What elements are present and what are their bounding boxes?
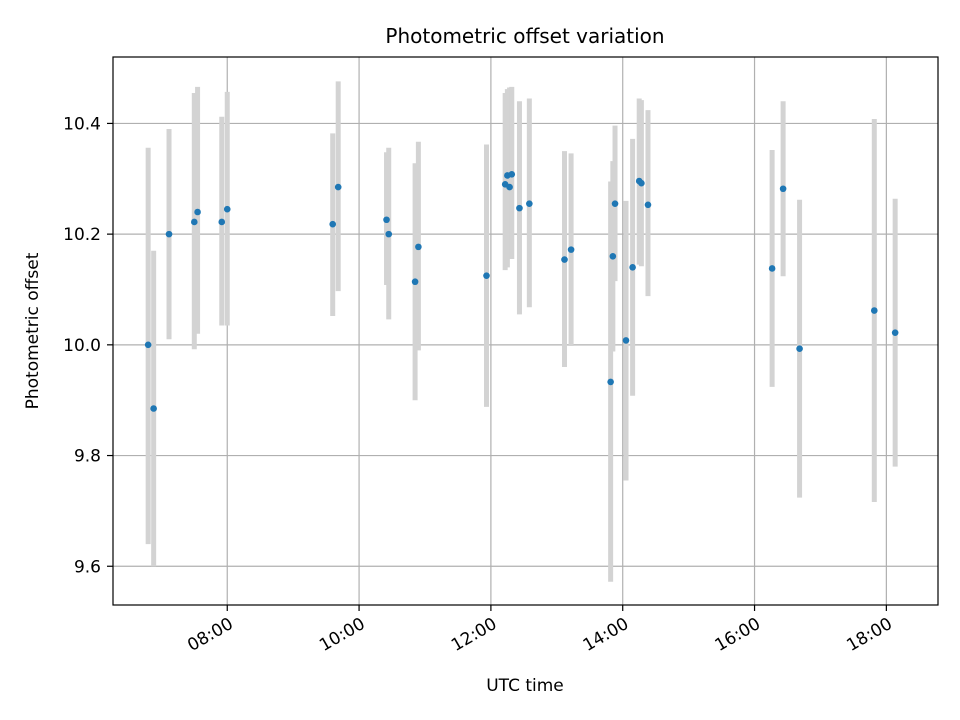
data-point [150,405,157,412]
data-point [190,218,198,226]
data-point [561,256,568,263]
data-point [218,218,226,226]
y-tick-label: 10.0 [63,336,101,356]
y-tick-label: 9.8 [74,447,101,467]
data-point [506,183,513,191]
data-point [223,205,231,213]
data-point [796,345,803,353]
x-tick-label: 16:00 [712,614,764,656]
data-point [567,246,575,253]
data-point [411,278,419,286]
x-axis-label: UTC time [486,676,564,696]
data-point [508,171,516,178]
data-point [607,378,614,386]
data-point [415,243,422,251]
chart-title: Photometric offset variation [385,24,664,48]
data-point [329,220,337,228]
data-point [385,230,393,238]
data-point [644,201,652,209]
data-point [334,183,342,191]
data-point [516,204,523,212]
error-bars [145,81,898,582]
data-points [144,171,899,412]
y-tick-label: 10.2 [63,225,101,245]
x-tick-label: 10:00 [316,614,368,656]
x-tick-label: 14:00 [580,614,632,656]
y-tick-label: 9.6 [74,557,101,577]
plot-frame [112,56,939,606]
data-point [768,265,776,272]
x-axis-ticks: 08:00 10:00 12:00 14:00 16:00 18:00 [184,605,896,656]
y-axis-ticks: 9.6 9.8 10.0 10.2 10.4 [63,114,113,577]
data-point [891,329,899,336]
x-tick-label: 18:00 [843,614,895,656]
data-point [383,216,390,224]
data-point [622,337,630,344]
data-point [870,307,878,314]
data-point [194,208,201,216]
x-tick-label: 08:00 [184,614,236,656]
y-tick-label: 10.4 [63,114,101,134]
grid-lines [113,57,938,605]
data-point [165,230,173,238]
data-point [144,341,152,349]
data-point [609,252,617,260]
data-point [526,200,533,207]
data-point [483,272,490,279]
data-point [779,185,787,193]
data-point [638,179,645,187]
y-axis-label: Photometric offset [23,252,43,409]
x-tick-label: 12:00 [448,614,500,656]
data-point [611,200,619,207]
data-point [629,264,636,271]
